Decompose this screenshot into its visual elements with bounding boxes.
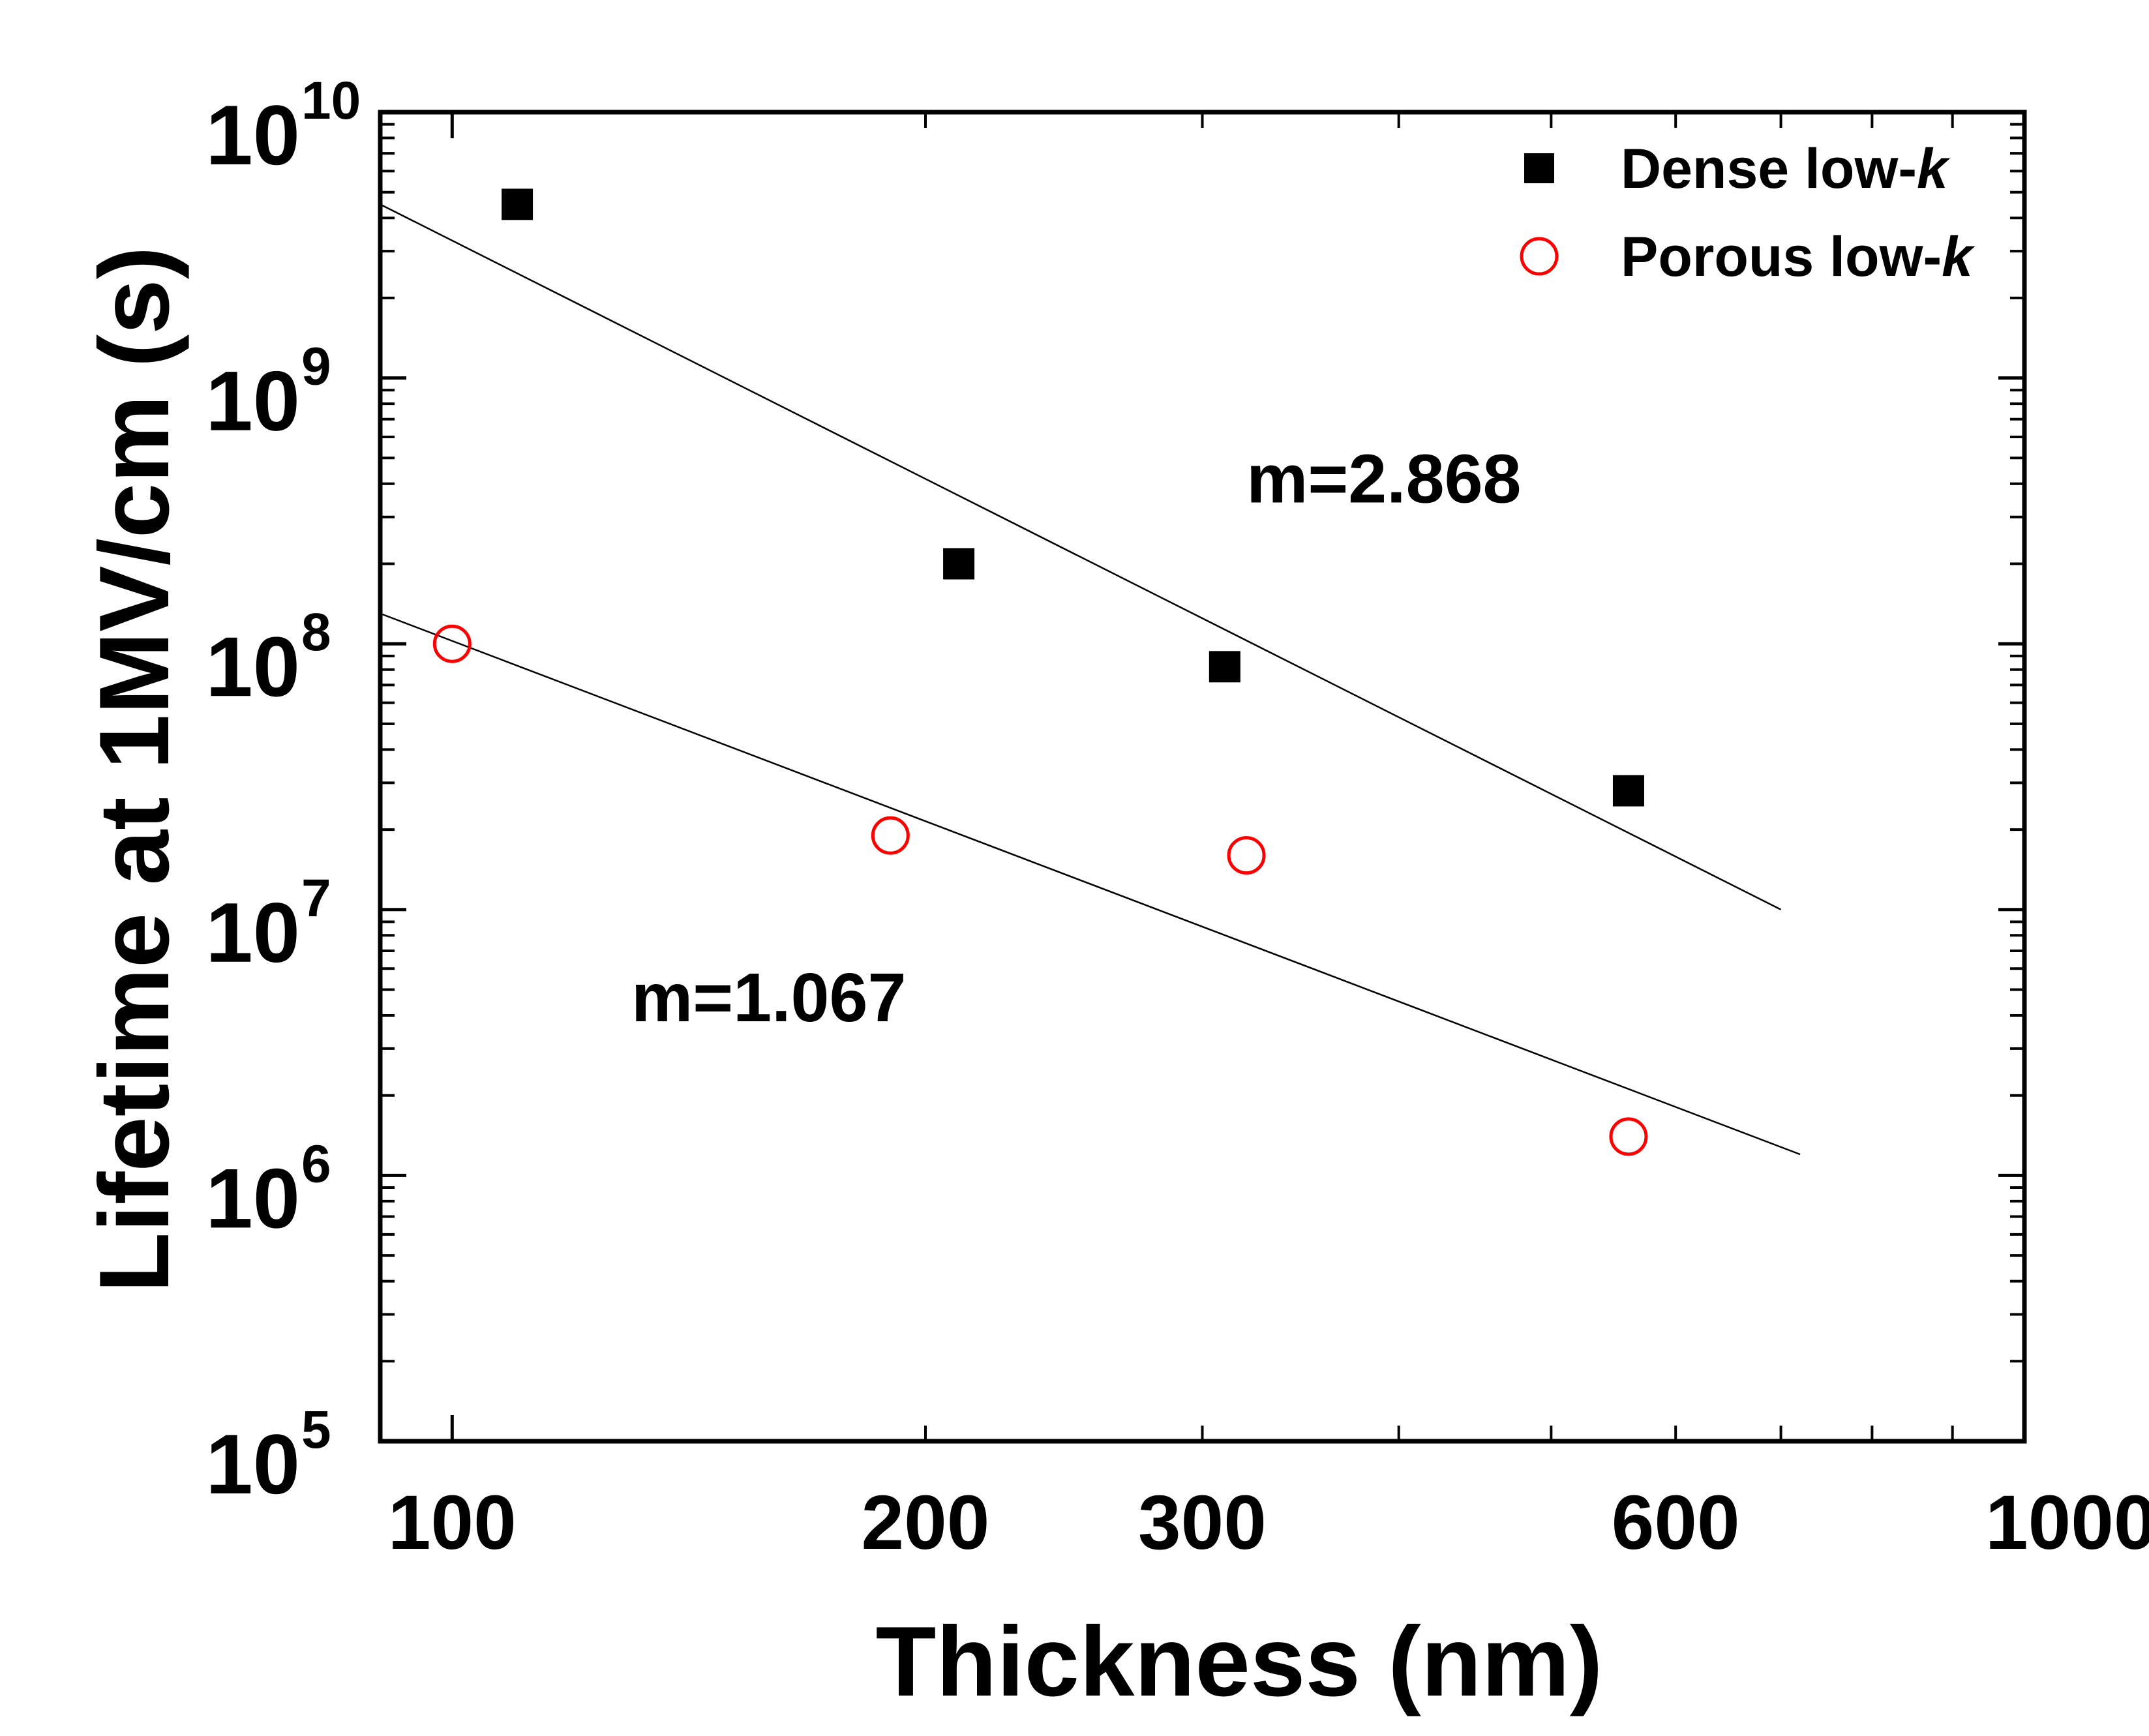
y-tick-label: 10 8 <box>205 603 331 714</box>
annotations: m=2.868 m=1.067 <box>631 441 1522 1037</box>
y-tick-base: 10 <box>205 885 300 980</box>
legend-label-prefix: Dense low- <box>1621 138 1917 200</box>
x-tick-label: 300 <box>1138 1480 1267 1566</box>
data-point-porous <box>1609 1117 1648 1156</box>
data-point-dense <box>1612 775 1644 807</box>
data-point-porous <box>1227 836 1266 875</box>
legend-item: Porous low-k <box>1520 226 1976 288</box>
slope-annotation: m=1.067 <box>631 959 906 1036</box>
data-point-dense <box>1209 651 1240 683</box>
legend-marker-circle <box>1520 237 1559 276</box>
legend-label-italic: k <box>1942 226 1976 288</box>
y-tick-exponent: 7 <box>301 869 331 928</box>
data-point-dense <box>502 188 533 220</box>
y-tick-base: 10 <box>205 1150 300 1246</box>
y-tick-label: 10 5 <box>205 1400 331 1512</box>
x-tick-label: 600 <box>1612 1480 1740 1566</box>
plot-border <box>378 110 2027 1444</box>
y-tick-label: 10 6 <box>205 1134 331 1246</box>
fit-line <box>380 612 1801 1156</box>
legend-label: Porous low-k <box>1621 226 1976 288</box>
y-tick-exponent: 9 <box>301 337 331 397</box>
y-tick-base: 10 <box>205 87 300 183</box>
y-tick-label: 10 7 <box>205 869 331 980</box>
y-tick-label: 10 10 <box>205 71 361 183</box>
plot-frame <box>378 110 2027 1444</box>
legend-label: Dense low-k <box>1621 138 1951 200</box>
y-tick-exponent: 8 <box>301 603 331 662</box>
y-tick-exponent: 10 <box>301 71 361 130</box>
data-point-porous <box>432 624 472 663</box>
y-tick-base: 10 <box>205 1416 300 1512</box>
x-tick-label: 1000 <box>1985 1480 2149 1566</box>
axis-ticks <box>379 110 2026 1443</box>
data-point-dense <box>943 548 975 580</box>
y-tick-base: 10 <box>205 353 300 449</box>
y-tick-label: 10 9 <box>205 337 331 449</box>
legend-marker-square <box>1524 153 1554 183</box>
fit-lines <box>380 203 1801 1156</box>
y-tick-base: 10 <box>205 619 300 714</box>
y-tick-exponent: 5 <box>301 1400 331 1459</box>
legend-item: Dense low-k <box>1524 138 1951 200</box>
x-tick-label: 200 <box>862 1480 990 1566</box>
y-tick-exponent: 6 <box>301 1134 331 1193</box>
x-tick-labels: 100 200 300 600 1000 <box>388 1480 2149 1566</box>
y-axis-label: Lifetime at 1MV/cm (s) <box>79 247 190 1293</box>
fit-line <box>380 203 1782 910</box>
legend-label-italic: k <box>1917 138 1951 200</box>
x-axis-label: Thickness (nm) <box>876 1606 1603 1717</box>
data-points <box>432 188 1648 1156</box>
data-point-porous <box>871 816 910 855</box>
x-tick-label: 100 <box>388 1480 517 1566</box>
legend-label-prefix: Porous low- <box>1621 226 1942 288</box>
slope-annotation: m=2.868 <box>1246 441 1521 518</box>
